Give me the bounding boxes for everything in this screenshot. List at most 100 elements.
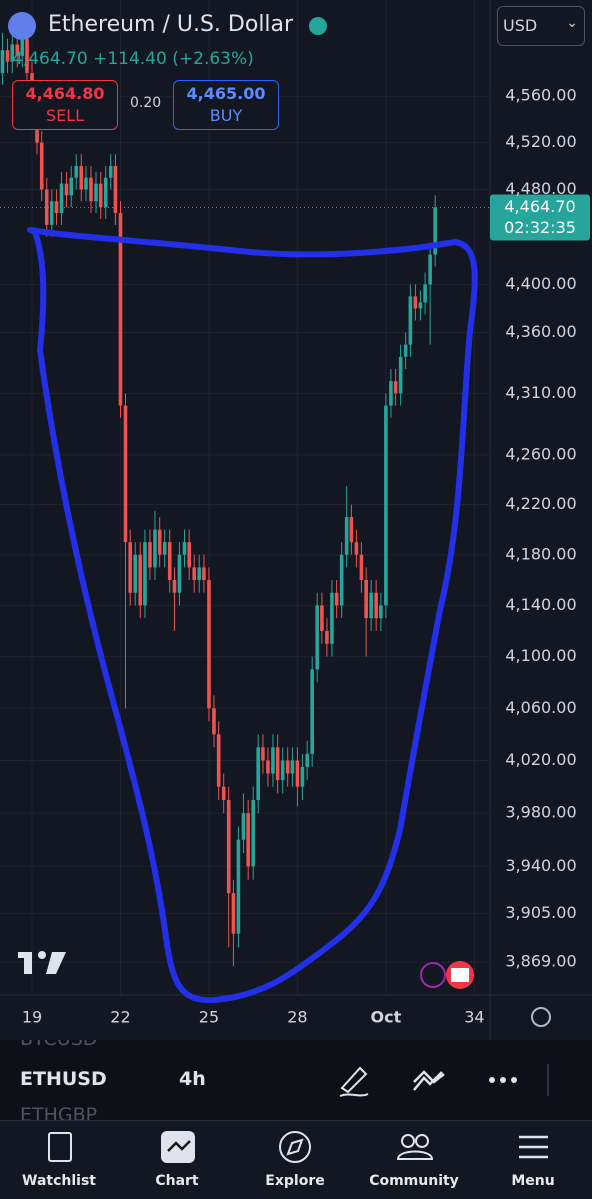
candle-body [354, 542, 359, 555]
candle-body [157, 529, 162, 555]
more-icon[interactable] [489, 1077, 517, 1083]
candle-body [261, 747, 265, 761]
candle-body [49, 201, 54, 225]
indicator-icon[interactable] [413, 1070, 445, 1091]
currency-select[interactable]: USD ⌄ [497, 6, 585, 46]
candle-body [74, 165, 79, 178]
candle-body [25, 38, 29, 74]
candle-body [251, 799, 255, 867]
candle-body [369, 592, 373, 619]
candle-body [10, 44, 15, 62]
y-tick-label: 4,140.00 [505, 595, 576, 614]
next-symbol[interactable]: ETHGBP [20, 1104, 98, 1120]
current-symbol[interactable]: ETHUSD [20, 1068, 107, 1090]
buy-button[interactable]: 4,465.00 BUY [173, 80, 279, 130]
candle-body [148, 542, 152, 568]
candle-body [275, 747, 280, 781]
candle-body [300, 766, 305, 787]
tradingview-logo [18, 951, 66, 974]
nav-menu[interactable]: Menu [511, 1173, 555, 1189]
candle-body [167, 542, 172, 581]
candle-body [108, 165, 113, 178]
candle-body [212, 708, 216, 735]
nav-chart[interactable]: Chart [155, 1173, 199, 1189]
candle-body [339, 554, 344, 606]
y-tick-label: 3,869.00 [505, 952, 576, 971]
nav-community[interactable]: Community [369, 1173, 459, 1189]
chart: 4,464.70 02:32:35 4,560.00 4,520.00 4,480.0… [0, 0, 592, 1040]
candle-body [182, 542, 187, 555]
sell-label: SELL [45, 106, 85, 125]
x-tick-label: 25 [199, 1008, 219, 1027]
candle-body [133, 554, 138, 593]
candle-body [285, 760, 290, 774]
y-tick-label: 4,100.00 [505, 646, 576, 665]
y-tick-label: 4,260.00 [505, 444, 576, 463]
candle-body [379, 605, 383, 619]
candle-body [79, 165, 84, 190]
candle-body [403, 344, 408, 357]
tool-icons [339, 1064, 549, 1097]
candle-body [290, 760, 295, 774]
x-tick-label: 34 [464, 1008, 484, 1027]
candle-body [202, 567, 206, 581]
currency: USD [503, 16, 538, 35]
sell-button[interactable]: 4,464.80 SELL [12, 80, 118, 130]
candle-body [315, 605, 319, 670]
candle-body [128, 542, 133, 593]
x-tick-label: 28 [287, 1008, 307, 1027]
candle-body [118, 213, 123, 406]
candle-body [226, 799, 231, 894]
prev-symbol[interactable]: BTCUSD [20, 1040, 97, 1050]
candle-body [280, 760, 285, 781]
buy-price: 4,465.00 [186, 84, 266, 103]
nav-icons [48, 1131, 548, 1163]
candle-body [398, 356, 403, 394]
nav-explore[interactable]: Explore [265, 1173, 325, 1189]
candle-body [69, 177, 74, 196]
eth-logo [8, 12, 36, 40]
candle-body [59, 183, 64, 214]
symbol-title: Ethereum / U.S. Dollar [48, 12, 294, 37]
candle-body [0, 50, 5, 74]
interval[interactable]: 4h [179, 1068, 206, 1090]
y-tick-label: 4,220.00 [505, 494, 576, 513]
x-tick-label: 19 [22, 1008, 42, 1027]
y-tick-label: 4,400.00 [505, 274, 576, 293]
y-tick-label: 4,360.00 [505, 322, 576, 341]
candle-body [295, 760, 300, 787]
symbol-bar: BTCUSD ETHUSD 4h ETHGBP [0, 1040, 592, 1120]
draw-icon[interactable] [339, 1066, 369, 1097]
settings-icon[interactable] [531, 1007, 551, 1027]
x-tick-label: Oct [371, 1008, 402, 1027]
candle-body [418, 302, 423, 309]
sell-price: 4,464.80 [25, 84, 105, 103]
y-tick-label: 3,980.00 [505, 803, 576, 822]
candle-body [207, 580, 211, 709]
candle-body [64, 183, 69, 196]
price-marker [490, 194, 590, 241]
y-tick-label: 4,480.00 [505, 179, 576, 198]
candle-body [384, 405, 388, 606]
candle-body [5, 50, 10, 62]
candle-body [172, 580, 177, 593]
candle-body [359, 554, 364, 581]
candle-body [266, 760, 270, 774]
candle-body [143, 542, 147, 606]
candle-body [123, 405, 128, 543]
candle-body [192, 567, 197, 581]
candle-body [310, 669, 314, 754]
candle-body [20, 38, 25, 56]
candle-body [325, 630, 329, 644]
candle-body [433, 207, 437, 255]
event-icons [420, 961, 474, 989]
candle-body [236, 839, 241, 934]
candle-body [241, 813, 246, 840]
candle-body [138, 554, 143, 606]
spread: 0.20 [130, 95, 162, 111]
nav-watchlist[interactable]: Watchlist [22, 1173, 96, 1189]
x-tick-label: 22 [110, 1008, 130, 1027]
candle-body [153, 529, 157, 568]
candle-body [271, 747, 275, 774]
